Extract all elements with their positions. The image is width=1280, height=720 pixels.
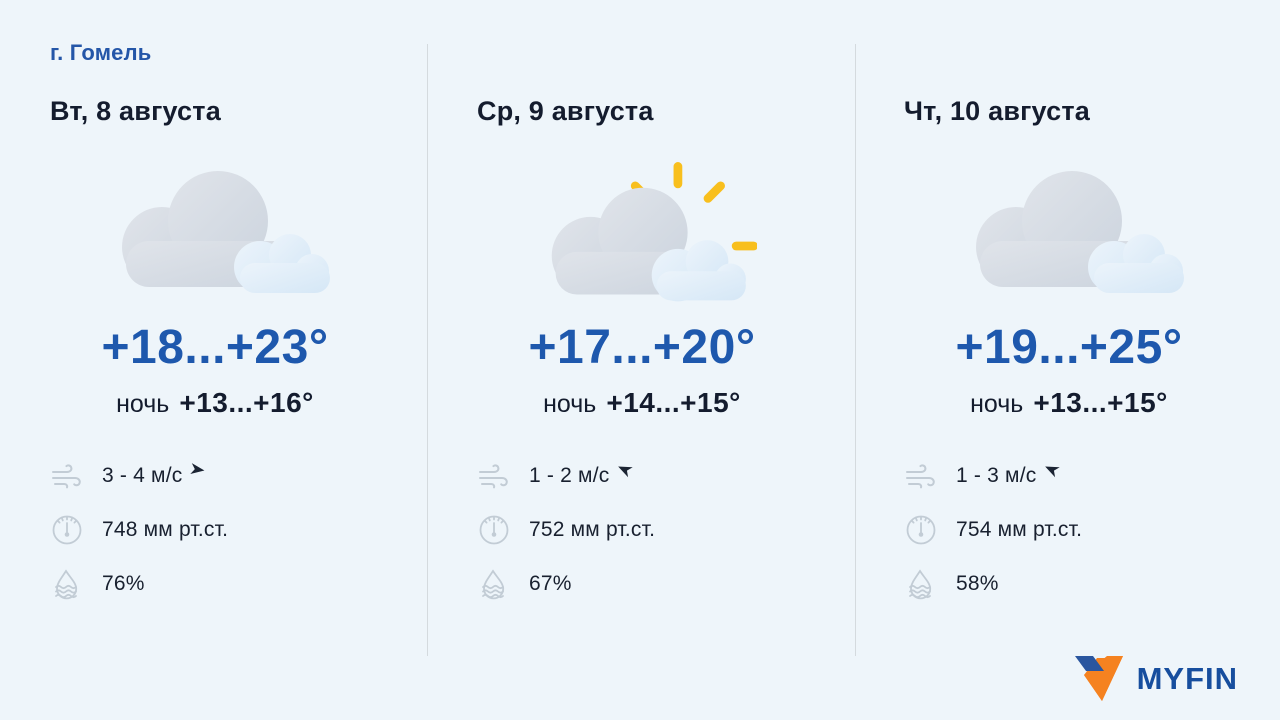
pressure-value: 752 мм рт.ст. <box>529 518 656 541</box>
night-label: ночь <box>543 390 597 418</box>
day-title: Чт, 10 августа <box>904 96 1090 126</box>
night-temperature-line: ночь +13...+16° <box>50 387 380 419</box>
wind-row: 1 - 2 м/с <box>477 459 854 493</box>
wind-direction-arrow <box>1045 466 1061 477</box>
weather-details: 3 - 4 м/с 7 <box>50 459 427 601</box>
wind-direction-arrow <box>618 466 634 477</box>
humidity-row: 58% <box>904 567 1280 601</box>
wind-icon <box>906 464 935 489</box>
day-card: Вт, 8 августа <box>0 0 427 720</box>
pressure-gauge-icon <box>906 515 936 545</box>
city-label: г. Гомель <box>50 40 152 65</box>
column-divider <box>427 44 428 656</box>
pressure-row: 752 мм рт.ст. <box>477 513 854 547</box>
partly-sunny-icon <box>551 162 757 302</box>
wind-row: 1 - 3 м/с <box>904 459 1280 493</box>
day-temperature: +18...+23° <box>101 321 329 374</box>
night-label: ночь <box>970 390 1024 418</box>
myfin-logo: MYFIN <box>1073 654 1238 704</box>
weather-condition-icon <box>50 147 380 312</box>
night-temperature: +14...+15° <box>606 387 741 418</box>
humidity-row: 67% <box>477 567 854 601</box>
weather-details: 1 - 2 м/с 7 <box>477 459 854 601</box>
day-title: Вт, 8 августа <box>50 96 221 126</box>
night-temperature-line: ночь +13...+15° <box>904 387 1234 419</box>
weather-condition-icon <box>477 147 807 312</box>
day-card: Ср, 9 августа <box>427 0 854 720</box>
pressure-gauge-icon <box>52 515 82 545</box>
weather-condition-icon <box>904 147 1234 312</box>
wind-icon <box>52 464 81 489</box>
night-label: ночь <box>116 390 170 418</box>
humidity-drop-icon <box>909 569 932 600</box>
night-temperature: +13...+16° <box>179 387 314 418</box>
day-temperature: +19...+25° <box>955 321 1183 374</box>
humidity-value: 76% <box>102 572 145 595</box>
night-temperature: +13...+15° <box>1033 387 1168 418</box>
day-title: Ср, 9 августа <box>477 96 654 126</box>
pressure-value: 748 мм рт.ст. <box>102 518 229 541</box>
day-temperature: +17...+20° <box>528 321 756 374</box>
humidity-drop-icon <box>482 569 505 600</box>
humidity-value: 58% <box>956 572 999 595</box>
wind-value: 1 - 3 м/с <box>956 464 1037 487</box>
pressure-gauge-icon <box>479 515 509 545</box>
weather-details: 1 - 3 м/с 7 <box>904 459 1280 601</box>
pressure-value: 754 мм рт.ст. <box>956 518 1083 541</box>
wind-value: 3 - 4 м/с <box>102 464 183 487</box>
wind-row: 3 - 4 м/с <box>50 459 427 493</box>
wind-direction-arrow <box>190 462 205 474</box>
myfin-logo-text: MYFIN <box>1136 661 1238 696</box>
column-divider <box>855 44 856 656</box>
humidity-value: 67% <box>529 572 572 595</box>
cloudy-icon <box>976 170 1184 293</box>
wind-value: 1 - 2 м/с <box>529 464 610 487</box>
pressure-row: 748 мм рт.ст. <box>50 513 427 547</box>
wind-icon <box>479 464 508 489</box>
night-temperature-line: ночь +14...+15° <box>477 387 807 419</box>
pressure-row: 754 мм рт.ст. <box>904 513 1280 547</box>
humidity-row: 76% <box>50 567 427 601</box>
day-card: Чт, 10 августа <box>854 0 1280 720</box>
myfin-logo-mark-icon <box>1074 656 1123 701</box>
humidity-drop-icon <box>55 569 78 600</box>
cloudy-icon <box>122 170 330 293</box>
